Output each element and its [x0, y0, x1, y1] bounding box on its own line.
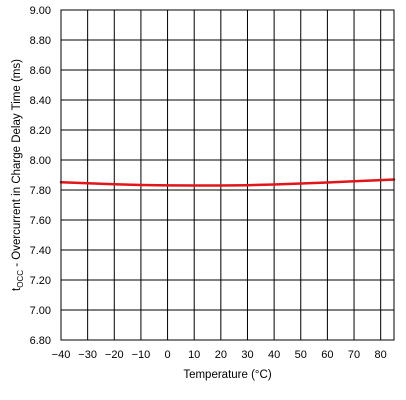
x-tick-label: 0: [164, 349, 170, 361]
x-tick-label: 40: [268, 349, 280, 361]
x-tick-label: 60: [321, 349, 333, 361]
y-tick-label: 7.00: [30, 305, 51, 317]
gridlines: [61, 10, 394, 340]
y-tick-label: 8.40: [30, 95, 51, 107]
y-tick-label: 7.20: [30, 275, 51, 287]
y-tick-labels: 6.80 7.00 7.20 7.40 7.60 7.80 8.00 8.20 8.40 8.60…: [30, 5, 51, 347]
x-tick-label: 20: [215, 349, 227, 361]
x-tick-label: −10: [132, 349, 151, 361]
y-tick-label: 8.60: [30, 65, 51, 77]
x-tick-labels: −40 −30 −20 −10 0 10 20 30 40 50 60 70 80: [52, 349, 387, 361]
series-line: [59, 178, 396, 187]
x-tick-label: 10: [188, 349, 200, 361]
series-group: [59, 178, 396, 187]
y-tick-label: 6.80: [30, 335, 51, 347]
y-axis-label: tOCC - Overcurrent in Charge Delay Time …: [11, 59, 25, 291]
x-tick-label: 30: [241, 349, 253, 361]
y-axis-label-main: t: [11, 287, 23, 291]
x-tick-label: −30: [78, 349, 97, 361]
y-axis-label-subscript: OCC: [16, 270, 25, 288]
x-tick-label: 80: [375, 349, 387, 361]
x-tick-label: −40: [52, 349, 71, 361]
y-tick-label: 8.00: [30, 155, 51, 167]
y-axis-label-rest: - Overcurrent in Charge Delay Time (ms): [11, 59, 23, 270]
y-tick-label: 8.80: [30, 35, 51, 47]
y-tick-label: 7.60: [30, 215, 51, 227]
y-tick-label: 7.80: [30, 185, 51, 197]
y-tick-label: 8.20: [30, 125, 51, 137]
x-tick-label: 70: [348, 349, 360, 361]
y-tick-label: 9.00: [30, 5, 51, 17]
y-tick-label: 7.40: [30, 245, 51, 257]
x-tick-label: 50: [295, 349, 307, 361]
x-tick-label: −20: [105, 349, 124, 361]
x-axis-label: Temperature (°C): [183, 369, 271, 381]
plot-frame: [60, 9, 395, 341]
